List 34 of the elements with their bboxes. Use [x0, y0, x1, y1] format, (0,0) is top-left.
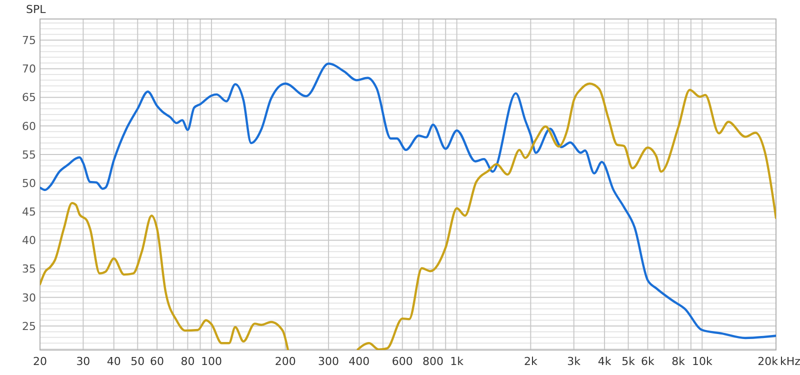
y-tick-label: 35: [22, 262, 36, 276]
x-tick-label: 5k: [622, 355, 636, 368]
x-tick-label: 40: [106, 355, 121, 368]
y-tick-label: 75: [22, 34, 36, 47]
x-tick-label: 20: [33, 355, 47, 368]
x-tick-label: 6k: [641, 355, 656, 368]
y-tick-label: 50: [22, 176, 36, 190]
y-tick-label: 25: [22, 320, 36, 333]
x-tick-label: 50: [130, 355, 145, 368]
x-tick-label: 1k: [450, 355, 464, 368]
x-tick-label: 2k: [524, 355, 538, 368]
x-tick-label: 8k: [672, 355, 686, 368]
x-tick-label: 60: [150, 355, 164, 368]
y-tick-label: 55: [22, 148, 36, 162]
y-tick-label: 70: [22, 62, 36, 76]
x-tick-label: 300: [318, 355, 340, 368]
x-tick-label: 600: [392, 355, 413, 368]
x-tick-label: 200: [274, 355, 296, 368]
x-tick-label: 20k: [758, 355, 779, 368]
x-tick-label: 10k: [692, 355, 713, 368]
x-tick-label: 100: [200, 355, 222, 368]
y-tick-label: 60: [22, 120, 36, 133]
x-tick-label: 400: [348, 355, 370, 368]
y-tick-label: 65: [22, 91, 36, 104]
x-tick-label: 30: [76, 355, 90, 368]
x-tick-label: 80: [180, 355, 195, 368]
x-tick-label: 3k: [567, 355, 582, 368]
y-tick-label: 30: [22, 291, 36, 304]
x-tick-label: 800: [422, 355, 444, 368]
x-tick-label: 4k: [598, 355, 612, 368]
y-tick-label: 40: [22, 234, 36, 248]
y-tick-label: 45: [22, 206, 36, 219]
x-axis-title: kHz: [780, 355, 800, 368]
y-axis-title: SPL: [26, 3, 47, 16]
